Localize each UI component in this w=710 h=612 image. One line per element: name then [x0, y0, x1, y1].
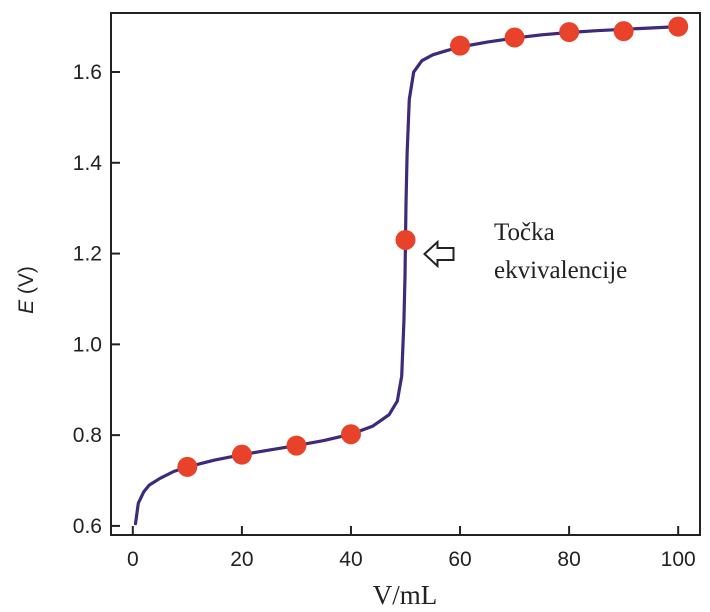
x-tick-label: 40 — [339, 548, 362, 571]
data-point — [504, 27, 525, 48]
y-axis-label: E (V) — [15, 266, 38, 314]
y-tick-label: 1.4 — [73, 152, 103, 175]
equivalence-arrow-icon — [423, 239, 455, 269]
x-tick-label: 20 — [230, 548, 253, 571]
data-point — [395, 229, 416, 250]
data-point — [231, 444, 252, 465]
y-axis-ticks: 0.6 0.8 1.0 1.2 1.4 1.6 — [73, 61, 120, 538]
y-tick-label: 0.8 — [73, 424, 102, 447]
data-point — [668, 16, 689, 37]
data-point — [340, 424, 361, 445]
x-axis-ticks: 0 20 40 60 80 100 — [127, 526, 696, 571]
annotation-line-1: Točka — [494, 219, 555, 246]
x-tick-label: 0 — [127, 548, 139, 571]
data-points — [177, 16, 689, 477]
x-tick-label: 60 — [448, 548, 471, 571]
y-axis-unit: (V) — [15, 266, 38, 300]
y-tick-label: 0.6 — [73, 515, 102, 538]
x-axis-label: V/mL — [373, 580, 438, 610]
data-point — [286, 435, 307, 456]
data-point — [559, 22, 580, 43]
data-point — [177, 456, 198, 477]
y-tick-label: 1.2 — [73, 243, 102, 266]
data-point — [613, 21, 634, 42]
plot-frame — [110, 12, 701, 536]
x-tick-label: 100 — [661, 548, 696, 571]
y-tick-label: 1.6 — [73, 61, 102, 84]
data-point — [450, 35, 471, 56]
annotation-line-2: ekvivalencije — [494, 257, 627, 284]
y-axis-symbol: E — [15, 299, 38, 314]
x-tick-label: 80 — [557, 548, 580, 571]
y-tick-label: 1.0 — [73, 333, 102, 356]
